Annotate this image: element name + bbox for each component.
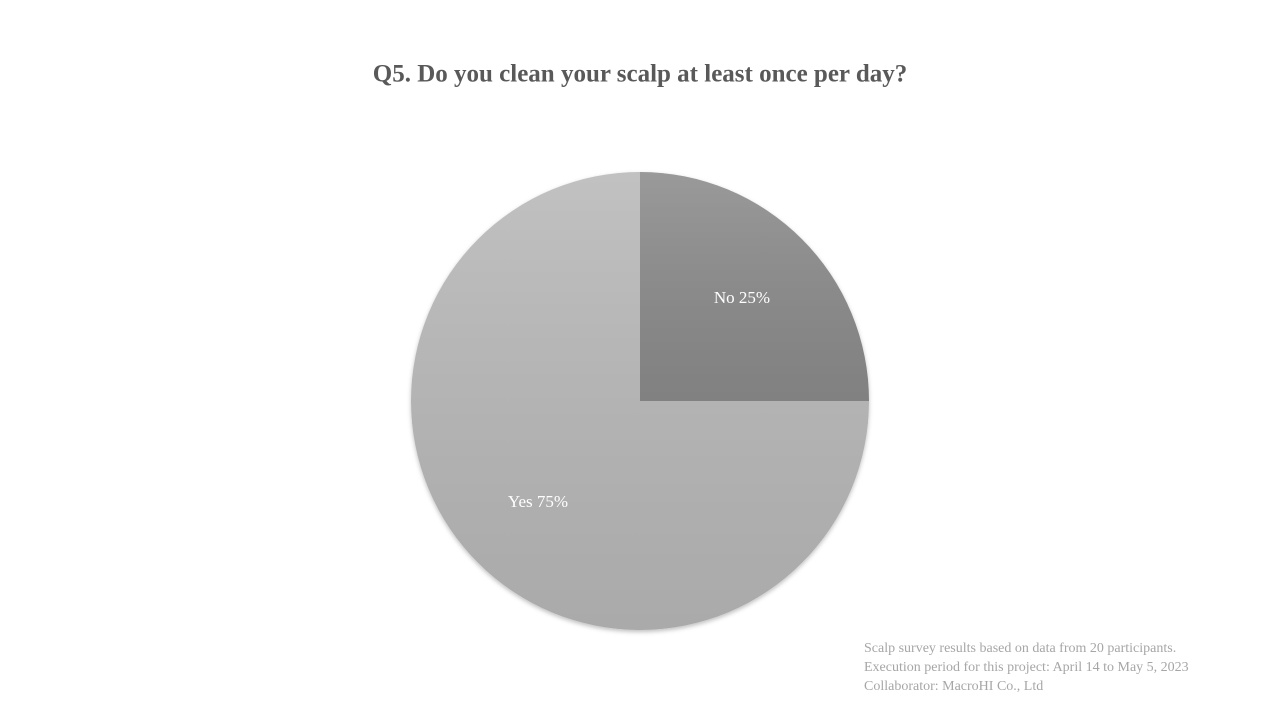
data-label: No 25% — [714, 288, 770, 307]
chart-title: Q5. Do you clean your scalp at least onc… — [373, 61, 908, 88]
labels: No 25% Yes 75% — [508, 288, 770, 511]
slice-shade — [411, 172, 869, 630]
footnote: Execution period for this project: April… — [864, 660, 1189, 675]
slice-shade — [640, 172, 869, 401]
data-label: Yes 75% — [508, 492, 568, 511]
footnote: Collaborator: MacroHI Co., Ltd — [864, 679, 1043, 694]
footnote: Scalp survey results based on data from … — [864, 641, 1176, 656]
pie — [411, 172, 869, 630]
